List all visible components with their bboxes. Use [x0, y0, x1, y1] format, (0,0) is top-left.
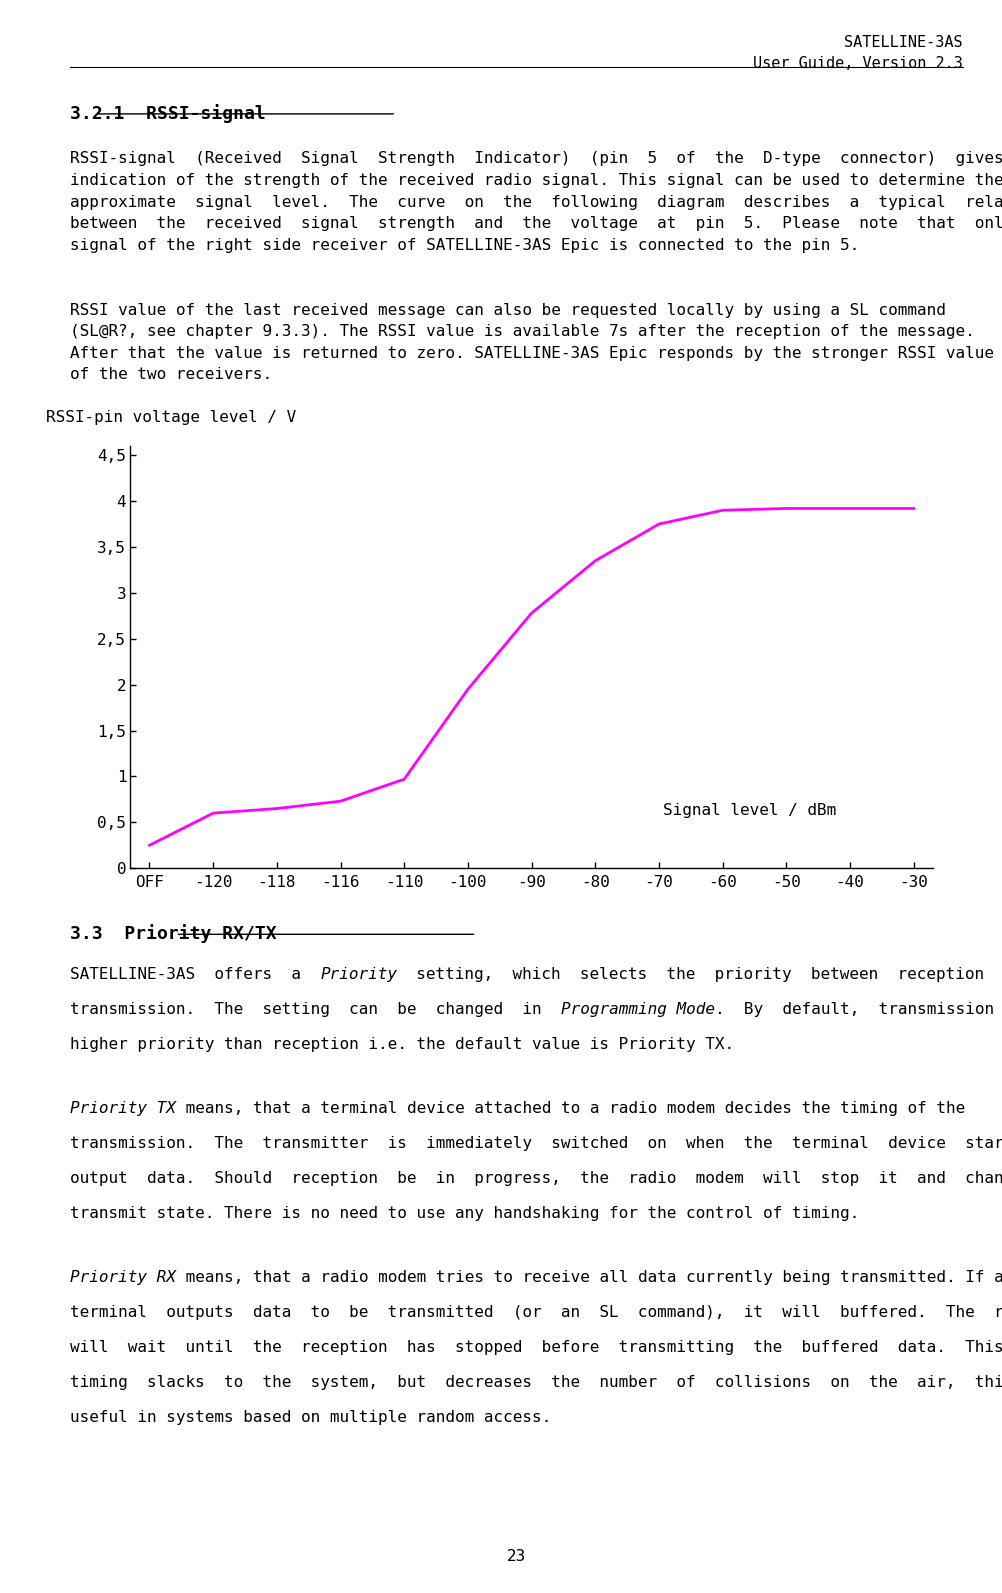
- Text: SATELLINE-3AS: SATELLINE-3AS: [844, 35, 962, 49]
- Text: RSSI-signal  (Received  Signal  Strength  Indicator)  (pin  5  of  the  D-type  : RSSI-signal (Received Signal Strength In…: [70, 151, 1002, 253]
- Text: .  By  default,  transmission  has: . By default, transmission has: [714, 1002, 1002, 1016]
- Text: useful in systems based on multiple random access.: useful in systems based on multiple rand…: [70, 1410, 551, 1424]
- Text: Priority: Priority: [321, 967, 397, 981]
- Text: SATELLINE-3AS  offers  a: SATELLINE-3AS offers a: [70, 967, 321, 981]
- Text: output  data.  Should  reception  be  in  progress,  the  radio  modem  will  st: output data. Should reception be in prog…: [70, 1171, 1002, 1185]
- Text: Programming Mode: Programming Mode: [560, 1002, 714, 1016]
- Text: Signal level / dBm: Signal level / dBm: [662, 803, 836, 817]
- Text: Priority TX: Priority TX: [70, 1101, 176, 1115]
- Text: transmission.  The  setting  can  be  changed  in: transmission. The setting can be changed…: [70, 1002, 560, 1016]
- Text: means, that a terminal device attached to a radio modem decides the timing of th: means, that a terminal device attached t…: [176, 1101, 964, 1115]
- Text: transmission.  The  transmitter  is  immediately  switched  on  when  the  termi: transmission. The transmitter is immedia…: [70, 1136, 1002, 1150]
- Text: 23: 23: [506, 1550, 526, 1564]
- Text: 3.3  Priority RX/TX: 3.3 Priority RX/TX: [70, 924, 277, 943]
- Text: timing  slacks  to  the  system,  but  decreases  the  number  of  collisions  o: timing slacks to the system, but decreas…: [70, 1375, 1002, 1389]
- Text: higher priority than reception i.e. the default value is Priority TX.: higher priority than reception i.e. the …: [70, 1037, 733, 1051]
- Text: RSSI-pin voltage level / V: RSSI-pin voltage level / V: [46, 409, 297, 425]
- Text: means, that a radio modem tries to receive all data currently being transmitted.: means, that a radio modem tries to recei…: [176, 1270, 1002, 1284]
- Text: 3.2.1  RSSI-signal: 3.2.1 RSSI-signal: [70, 104, 266, 123]
- Text: terminal  outputs  data  to  be  transmitted  (or  an  SL  command),  it  will  : terminal outputs data to be transmitted …: [70, 1305, 1002, 1319]
- Text: Priority RX: Priority RX: [70, 1270, 176, 1284]
- Text: transmit state. There is no need to use any handshaking for the control of timin: transmit state. There is no need to use …: [70, 1206, 859, 1220]
- Text: RSSI value of the last received message can also be requested locally by using a: RSSI value of the last received message …: [70, 303, 993, 382]
- Text: will  wait  until  the  reception  has  stopped  before  transmitting  the  buff: will wait until the reception has stoppe…: [70, 1340, 1002, 1354]
- Text: User Guide, Version 2.3: User Guide, Version 2.3: [753, 56, 962, 70]
- Text: setting,  which  selects  the  priority  between  reception  and: setting, which selects the priority betw…: [397, 967, 1002, 981]
